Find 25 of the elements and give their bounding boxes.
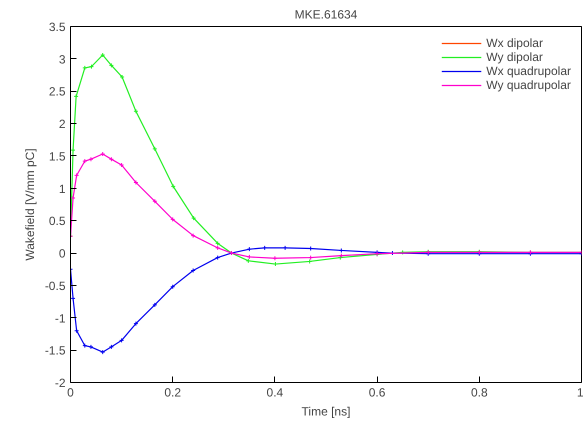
x-tick-label: 0.8 [470,386,488,400]
chart-title: MKE.61634 [294,8,358,22]
legend-label: Wy dipolar [486,50,543,64]
y-tick-label: -1.5 [44,344,66,358]
x-tick-label: 0.4 [266,386,284,400]
y-tick-label: 2 [58,117,66,132]
x-axis-title: Time [ns] [302,404,350,418]
legend-label: Wy quadrupolar [486,78,571,92]
legend-label: Wx quadrupolar [486,64,571,78]
legend-label: Wx dipolar [486,36,543,50]
x-tick-label: 0 [67,386,74,400]
x-tick-label: 1 [576,386,583,400]
y-tick-label: -0.5 [44,278,66,293]
y-tick-label: 3 [58,52,66,66]
y-tick-label: -1 [54,311,66,326]
y-tick-label: -2 [54,376,66,390]
y-tick-label: 2.5 [48,84,66,99]
y-axis-title: Wakefield [V/mm pC] [22,148,37,261]
y-tick-label: 0 [58,246,66,261]
x-tick-label: 0.6 [368,386,386,400]
y-tick-label: 1.5 [48,149,66,164]
x-tick-label: 0.2 [164,386,182,400]
y-tick-label: 1 [58,182,66,196]
y-tick-label: 0.5 [48,214,66,228]
y-tick-label: 3.5 [48,20,66,34]
